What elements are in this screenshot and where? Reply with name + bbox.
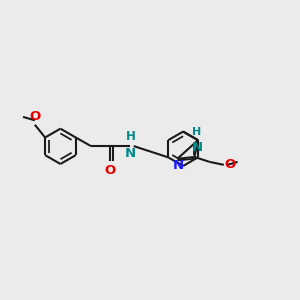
Text: O: O	[225, 158, 236, 171]
Text: H: H	[192, 127, 202, 136]
Text: O: O	[104, 164, 116, 177]
Text: H: H	[125, 130, 135, 142]
Text: N: N	[172, 159, 183, 172]
Text: N: N	[125, 147, 136, 160]
Text: O: O	[29, 110, 40, 123]
Text: N: N	[191, 141, 203, 154]
